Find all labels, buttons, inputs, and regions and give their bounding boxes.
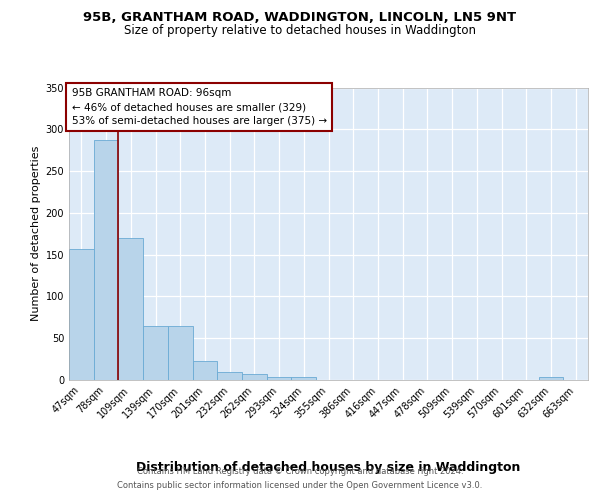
Bar bbox=[539, 378, 563, 380]
Bar bbox=[267, 378, 292, 380]
Bar bbox=[292, 378, 316, 380]
Bar bbox=[69, 249, 94, 380]
Bar bbox=[217, 372, 242, 380]
Bar bbox=[242, 374, 267, 380]
Text: 95B, GRANTHAM ROAD, WADDINGTON, LINCOLN, LN5 9NT: 95B, GRANTHAM ROAD, WADDINGTON, LINCOLN,… bbox=[83, 11, 517, 24]
Text: Size of property relative to detached houses in Waddington: Size of property relative to detached ho… bbox=[124, 24, 476, 37]
Text: Contains HM Land Registry data © Crown copyright and database right 2024.: Contains HM Land Registry data © Crown c… bbox=[137, 467, 463, 476]
Bar bbox=[168, 326, 193, 380]
X-axis label: Distribution of detached houses by size in Waddington: Distribution of detached houses by size … bbox=[136, 462, 521, 474]
Text: Contains public sector information licensed under the Open Government Licence v3: Contains public sector information licen… bbox=[118, 481, 482, 490]
Bar bbox=[118, 238, 143, 380]
Bar bbox=[94, 140, 118, 380]
Text: 95B GRANTHAM ROAD: 96sqm
← 46% of detached houses are smaller (329)
53% of semi-: 95B GRANTHAM ROAD: 96sqm ← 46% of detach… bbox=[71, 88, 327, 126]
Y-axis label: Number of detached properties: Number of detached properties bbox=[31, 146, 41, 322]
Bar bbox=[193, 361, 217, 380]
Bar bbox=[143, 326, 168, 380]
